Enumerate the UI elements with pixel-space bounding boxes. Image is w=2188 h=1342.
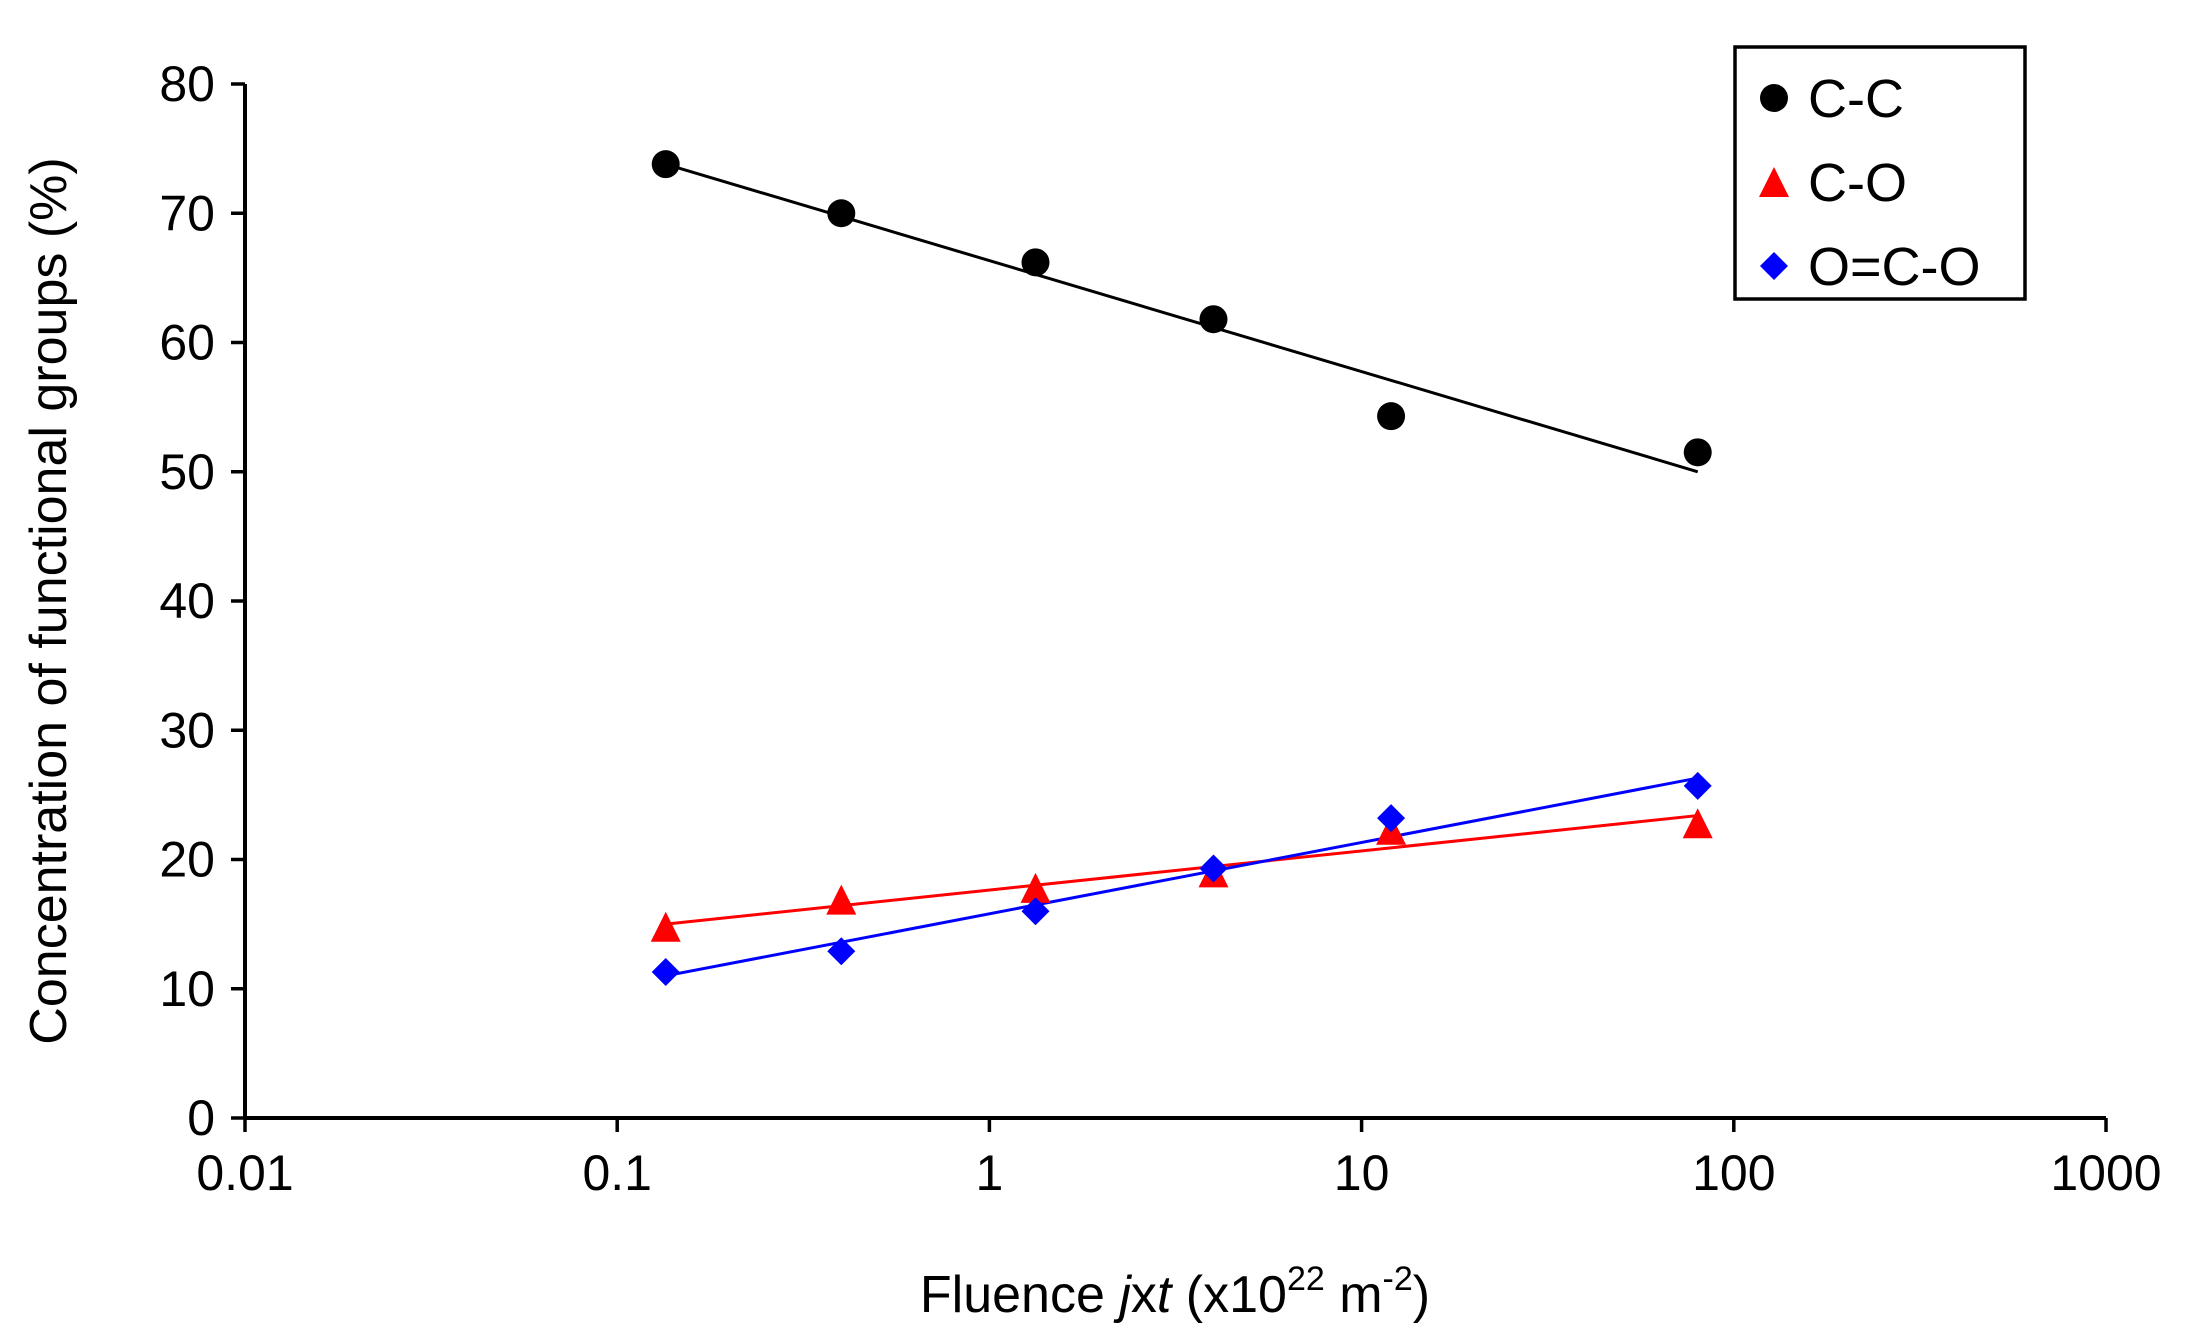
x-tick-label-10: 10: [1334, 1145, 1390, 1201]
y-tick-label-70: 70: [159, 185, 215, 241]
point-c-o-1: [650, 911, 681, 942]
x-tick-label-100: 100: [1692, 1145, 1775, 1201]
point-c-c-4: [1199, 305, 1228, 334]
y-tick-label-40: 40: [159, 573, 215, 629]
x-tick-label-0.01: 0.01: [196, 1145, 293, 1201]
y-tick-label-10: 10: [159, 961, 215, 1017]
point-c-c-6: [1683, 438, 1712, 467]
legend-label-o-c-o: O=C-O: [1808, 237, 1981, 297]
point-c-c-5: [1377, 402, 1406, 431]
point-o-c-o-3: [1021, 897, 1050, 926]
trend-line-c-o: [665, 814, 1698, 926]
trend-line-c-c: [665, 162, 1699, 474]
point-c-o-2: [826, 884, 857, 915]
point-c-o-6: [1682, 808, 1713, 839]
point-c-o-3: [1020, 872, 1051, 903]
y-tick-label-0: 0: [187, 1090, 215, 1146]
x-ticks: 0.01 0.1 1 10 100 1000: [196, 1118, 2162, 1201]
point-c-c-1: [651, 150, 680, 179]
y-tick-label-50: 50: [159, 444, 215, 500]
point-o-c-o-5: [1377, 804, 1406, 833]
data-points: [650, 150, 1713, 986]
y-axis-title: Concentration of functional groups (%): [20, 157, 78, 1044]
legend-marker-c-o: [1759, 167, 1789, 197]
x-tick-label-0.1: 0.1: [582, 1145, 652, 1201]
y-tick-label-20: 20: [159, 832, 215, 888]
y-tick-label-60: 60: [159, 315, 215, 371]
trend-line-o-c-o: [665, 776, 1699, 978]
point-c-c-2: [827, 199, 856, 228]
x-tick-label-1000: 1000: [2050, 1145, 2161, 1201]
y-ticks: 0 10 20 30 40 50 60 70 80: [159, 56, 245, 1146]
point-c-c-3: [1021, 248, 1050, 277]
point-o-c-o-4: [1199, 854, 1228, 883]
point-o-c-o-1: [651, 957, 680, 986]
legend-marker-c-c: [1760, 84, 1788, 112]
legend-label-c-c: C-C: [1808, 69, 1904, 129]
point-o-c-o-2: [827, 937, 856, 966]
legend-marker-o-c-o: [1760, 252, 1788, 280]
trend-lines: [665, 162, 1699, 978]
point-o-c-o-6: [1683, 771, 1712, 800]
x-axis-title: Fluence jxt (x1022 m-2): [920, 1260, 1430, 1324]
y-tick-label-80: 80: [159, 56, 215, 112]
legend: C-C C-O O=C-O: [1733, 45, 2027, 301]
y-tick-label-30: 30: [159, 702, 215, 758]
legend-label-c-o: C-O: [1808, 153, 1907, 213]
x-tick-label-1: 1: [975, 1145, 1003, 1201]
